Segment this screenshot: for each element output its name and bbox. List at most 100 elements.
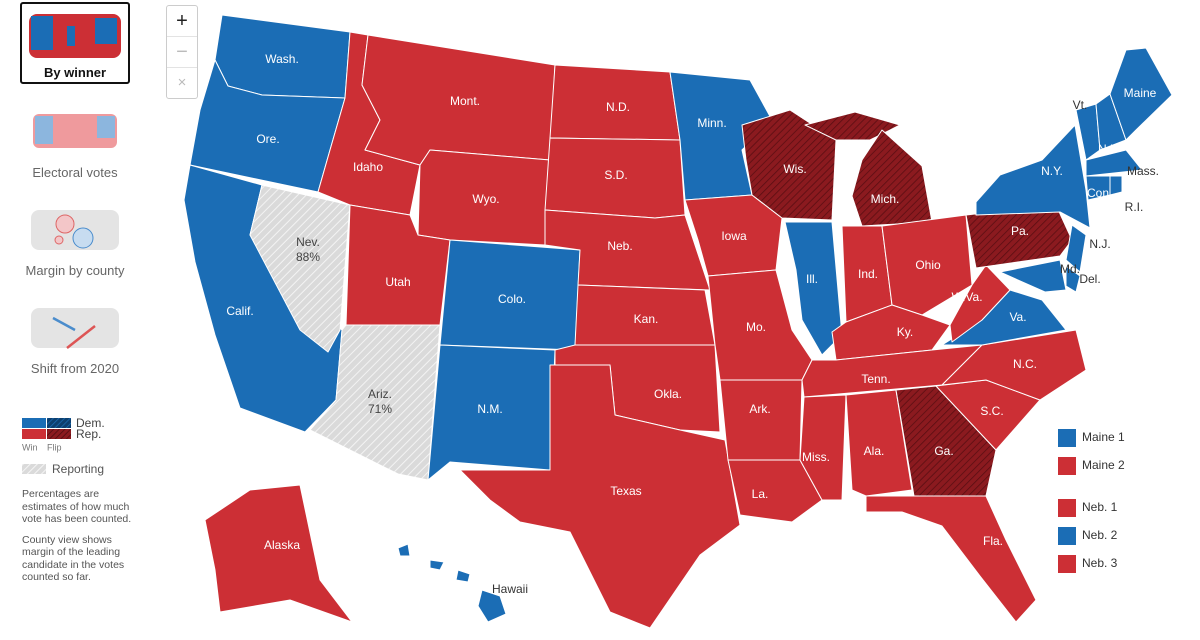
view-option[interactable]: By winner [20, 2, 130, 84]
state-label: W.Va. [951, 290, 982, 304]
state-label: Miss. [802, 450, 830, 464]
district-label: Maine 2 [1082, 458, 1125, 472]
state-label: La. [752, 487, 769, 501]
view-option[interactable]: Shift from 2020 [20, 296, 130, 378]
swatch [22, 429, 46, 439]
state-label: S.C. [980, 404, 1003, 418]
reported-pct: 88% [296, 250, 320, 264]
reported-pct: 71% [368, 402, 392, 416]
state [204, 484, 353, 623]
state-label: N.D. [606, 100, 630, 114]
state-label: Ga. [934, 444, 953, 458]
note: County view shows margin of the leading … [22, 533, 125, 584]
legend: Dem. Rep. Win Flip Reporting Percentages… [22, 415, 142, 584]
district-label: Maine 1 [1082, 430, 1125, 444]
state-label: Texas [610, 484, 641, 498]
state [741, 109, 837, 221]
view-label: Shift from 2020 [30, 361, 120, 376]
state-label: N.M. [477, 402, 502, 416]
legend-label: Flip [47, 442, 62, 452]
view-option[interactable]: Margin by county [20, 198, 130, 280]
state [719, 379, 803, 461]
district-swatch [1058, 429, 1076, 447]
zoom-controls: + − × [166, 5, 198, 99]
state-label: Colo. [498, 292, 526, 306]
state-label: Calif. [226, 304, 253, 318]
zoom-out[interactable]: − [167, 37, 197, 68]
state-label: N.C. [1013, 357, 1037, 371]
state-label: Mich. [871, 192, 900, 206]
state [1065, 265, 1081, 293]
state-label: Ind. [858, 267, 878, 281]
state-label: Md. [1060, 262, 1080, 276]
state-label: Ariz. [368, 387, 392, 401]
legend-label: Win [22, 442, 38, 452]
state-label: Ala. [864, 444, 885, 458]
state [941, 329, 1087, 401]
state-label: Neb. [607, 239, 632, 253]
state [309, 324, 441, 481]
thumbnail [29, 14, 121, 58]
state [895, 385, 997, 497]
zoom-in[interactable]: + [167, 6, 197, 37]
state [455, 569, 471, 583]
state [1085, 149, 1143, 177]
state-label: Ark. [749, 402, 770, 416]
thumbnail [31, 308, 119, 349]
state [1109, 175, 1123, 196]
state-label: Va. [1009, 310, 1026, 324]
state-label: R.I. [1125, 200, 1144, 214]
state-label: Ohio [915, 258, 941, 272]
district-swatch [1058, 457, 1076, 475]
state-label: Tenn. [861, 372, 890, 386]
state [1109, 47, 1173, 141]
state-label: Okla. [654, 387, 682, 401]
state [727, 459, 823, 523]
state-label: N.J. [1089, 237, 1110, 251]
view-option[interactable]: Electoral votes [20, 100, 130, 182]
state-label: Utah [385, 275, 410, 289]
state-label: Ill. [806, 272, 818, 286]
state [949, 264, 1011, 343]
district-label: Neb. 3 [1082, 556, 1118, 570]
state [975, 124, 1091, 229]
legend-label: Rep. [76, 427, 101, 441]
state-label: Alaska [264, 538, 300, 552]
state-label: Mo. [746, 320, 766, 334]
district-swatch [1058, 555, 1076, 573]
state [1065, 224, 1087, 273]
state [397, 543, 411, 557]
state-label: Mont. [450, 94, 480, 108]
state-label: Minn. [697, 116, 726, 130]
state [799, 394, 847, 501]
state [881, 214, 973, 316]
district-label: Neb. 2 [1082, 528, 1118, 542]
swatch [47, 429, 71, 439]
state-label: Del. [1079, 272, 1100, 286]
state [851, 129, 933, 227]
state-label: N.Y. [1041, 164, 1063, 178]
view-label: Electoral votes [32, 165, 118, 180]
state [999, 259, 1067, 293]
state-label: Wyo. [472, 192, 499, 206]
state-label: Hawaii [492, 582, 528, 596]
state-label: S.D. [604, 168, 627, 182]
state [459, 364, 741, 629]
state-label: Maine [1124, 86, 1157, 100]
state-label: Wash. [265, 52, 299, 66]
view-label: Margin by county [25, 263, 125, 278]
reset[interactable]: × [177, 74, 187, 91]
sidebar: By winner Electoral votes Margin by coun… [0, 0, 150, 640]
state-label: Fla. [983, 534, 1003, 548]
state-label: Pa. [1011, 224, 1029, 238]
state [845, 389, 913, 497]
district-swatch [1058, 527, 1076, 545]
state-label: Mass. [1127, 164, 1159, 178]
district-label: Neb. 1 [1082, 500, 1118, 514]
state-label: Vt. [1073, 98, 1088, 112]
state [801, 344, 983, 398]
state-label: Iowa [721, 229, 747, 243]
district-swatch [1058, 499, 1076, 517]
swatch [22, 418, 46, 428]
